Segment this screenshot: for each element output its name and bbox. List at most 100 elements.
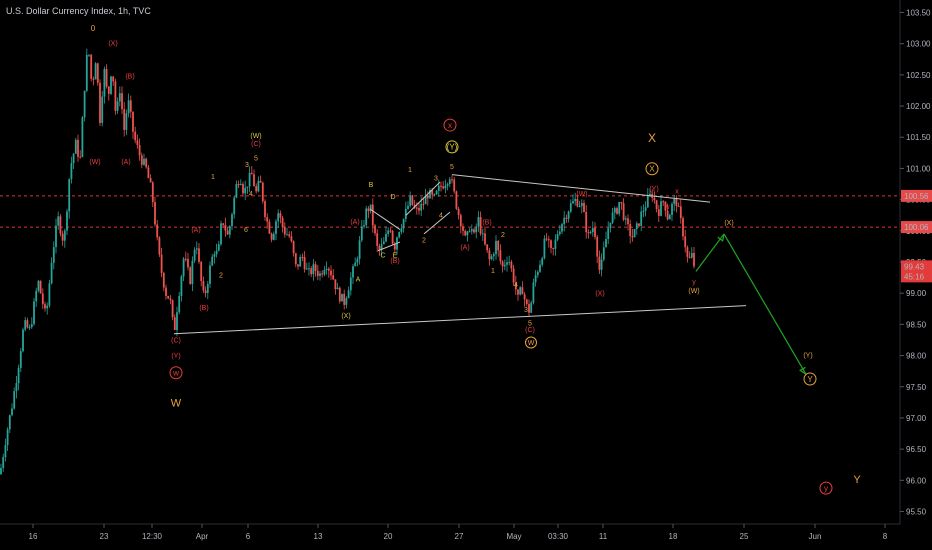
- trendline[interactable]: [173, 305, 747, 335]
- candle-body: [640, 211, 643, 226]
- candle-body: [376, 233, 379, 246]
- wave-label: B: [369, 182, 374, 189]
- wave-label: x: [675, 188, 679, 195]
- candle-body: [455, 191, 458, 209]
- candle-body: [466, 231, 469, 236]
- wave-label: (X): [108, 41, 117, 48]
- candle-body: [486, 244, 489, 251]
- wave-label: (W): [250, 133, 261, 140]
- candle-body: [662, 201, 665, 203]
- candle-body: [294, 253, 297, 265]
- candle-body: [415, 207, 418, 209]
- candle-body: [154, 202, 156, 225]
- candle-body: [246, 186, 249, 188]
- candle-body: [424, 196, 427, 205]
- candle-body: [635, 223, 638, 230]
- candle-body: [74, 139, 77, 154]
- candle-body: [514, 282, 517, 290]
- wave-label: 3: [434, 175, 438, 182]
- time-tick-label: 12:30: [142, 532, 163, 541]
- candle-body: [459, 215, 462, 227]
- candle-body: [145, 158, 148, 168]
- candle-body: [15, 383, 18, 392]
- wave-label: (Y): [649, 186, 658, 193]
- projection-line[interactable]: [723, 233, 807, 375]
- wave-label: W: [528, 340, 535, 347]
- candle-body: [8, 415, 11, 430]
- candle-body: [96, 63, 99, 83]
- price-tick-label: 101.50: [906, 133, 931, 142]
- time-tick-label: 25: [740, 532, 749, 541]
- candle-body: [613, 208, 616, 213]
- price-tick-label: 99.00: [906, 289, 927, 298]
- wave-label: D: [390, 194, 395, 201]
- trendline[interactable]: [369, 208, 401, 230]
- candle-body: [587, 232, 590, 234]
- candle-body: [46, 305, 49, 309]
- projection-line[interactable]: [695, 233, 725, 272]
- price-tick-label: 97.00: [906, 414, 927, 423]
- candle-body: [356, 258, 359, 263]
- candle-body: [602, 247, 605, 260]
- wave-label: (X): [595, 291, 604, 298]
- candle-body: [316, 270, 319, 276]
- candle-body: [198, 248, 200, 262]
- candle-body: [448, 179, 451, 184]
- candle-body: [657, 209, 660, 216]
- candle-body: [169, 298, 172, 301]
- candle-body: [224, 224, 227, 231]
- candle-body: [63, 230, 66, 241]
- candle-body: [409, 195, 412, 206]
- candle-body: [334, 279, 337, 290]
- candle-body: [490, 256, 493, 260]
- candle-body: [259, 180, 262, 183]
- candle-body: [211, 256, 214, 266]
- candle-body: [107, 86, 110, 94]
- candle-body: [303, 257, 306, 270]
- price-tick-label: 95.50: [906, 508, 927, 517]
- candle-body: [343, 293, 346, 305]
- candle-body: [389, 230, 392, 232]
- trendline[interactable]: [451, 174, 711, 203]
- candle-body: [457, 208, 460, 216]
- wave-label: C: [380, 253, 385, 260]
- candle-body: [103, 69, 106, 97]
- wave-label: 0: [91, 24, 96, 33]
- candle-body: [70, 163, 73, 180]
- trendline[interactable]: [423, 211, 451, 235]
- wave-label: (W): [576, 191, 587, 198]
- candle-body: [4, 445, 7, 458]
- candle-body: [631, 236, 634, 238]
- wave-label: (A): [350, 219, 359, 226]
- wave-label: 4: [249, 191, 253, 198]
- candle-body: [598, 256, 601, 270]
- candle-body: [583, 202, 585, 212]
- candle-body: [492, 254, 495, 257]
- candle-body: [367, 208, 370, 212]
- candle-body: [242, 183, 244, 194]
- candle-body: [374, 225, 376, 234]
- candle-body: [228, 226, 231, 235]
- trendline[interactable]: [377, 241, 401, 252]
- wave-label: (Y): [171, 353, 180, 360]
- candle-body: [402, 219, 405, 229]
- candle-body: [110, 76, 112, 94]
- wave-label: (C): [251, 141, 261, 148]
- candle-body: [609, 222, 612, 229]
- candle-body: [453, 179, 456, 192]
- wave-label-circle: [819, 481, 833, 495]
- candle-body: [433, 194, 436, 196]
- candle-body: [380, 244, 383, 250]
- candle-body: [679, 206, 682, 219]
- trendline[interactable]: [405, 181, 441, 216]
- candle-body: [600, 259, 603, 270]
- wave-label: 5: [450, 164, 454, 171]
- candle-body: [50, 262, 53, 284]
- candle-body: [187, 258, 189, 268]
- candle-body: [149, 178, 152, 183]
- candle-body: [19, 351, 22, 368]
- candle-body: [233, 197, 236, 215]
- candle-body: [136, 140, 139, 146]
- candle-body: [235, 184, 238, 198]
